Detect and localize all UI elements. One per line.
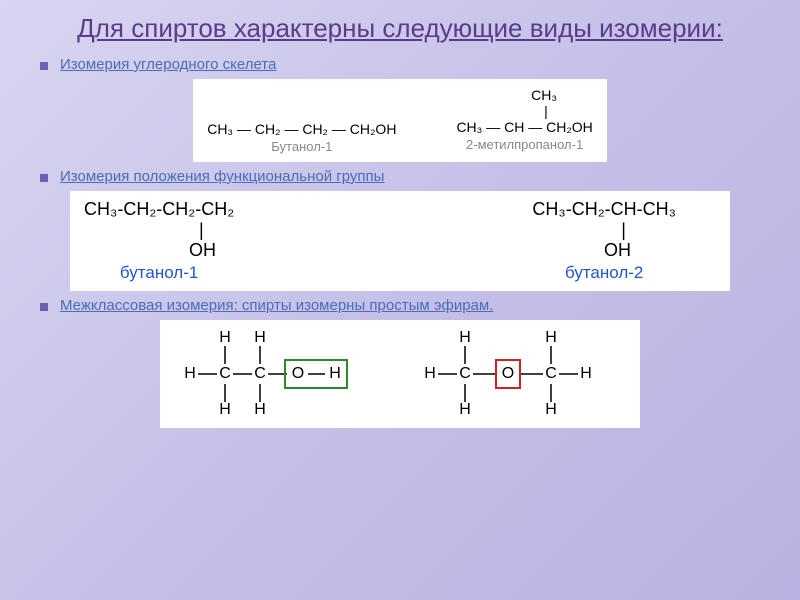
formula: CH₃ — CH — CH₂OH bbox=[456, 119, 592, 135]
chem-block-interclass: H C C O H H H H H H C O C H H H H H bbox=[160, 320, 640, 428]
svg-text:O: O bbox=[292, 365, 304, 382]
svg-text:H: H bbox=[545, 329, 557, 346]
svg-text:H: H bbox=[254, 329, 266, 346]
molecule-butanol1-b: CH₃-CH₂-CH₂-CH₂ | OH бутанол-1 bbox=[84, 199, 234, 283]
molecule-methylpropanol: CH₃ | CH₃ — CH — CH₂OH 2-метилпропанол-1 bbox=[456, 87, 592, 152]
subtitle-interclass: Межклассовая изомерия: спирты изомерны п… bbox=[60, 297, 493, 314]
dimethylether-structure: H C O C H H H H H bbox=[410, 324, 630, 424]
formula: CH₃-CH₂-CH-CH₃ bbox=[532, 199, 676, 220]
svg-text:H: H bbox=[580, 365, 592, 382]
svg-text:C: C bbox=[545, 365, 557, 382]
subtitle-skeleton: Изомерия углеродного скелета bbox=[60, 56, 276, 73]
bullet-position: Изомерия положения функциональной группы bbox=[40, 168, 760, 185]
formula: OH bbox=[584, 240, 676, 261]
svg-text:H: H bbox=[459, 329, 471, 346]
formula: | bbox=[456, 103, 592, 119]
mol-name: бутанол-1 bbox=[84, 263, 234, 283]
chem-block-position: CH₃-CH₂-CH₂-CH₂ | OH бутанол-1 CH₃-CH₂-C… bbox=[70, 191, 730, 291]
formula: | bbox=[84, 220, 234, 241]
formula: CH₃-CH₂-CH₂-CH₂ bbox=[84, 199, 234, 220]
svg-text:H: H bbox=[254, 401, 266, 418]
bullet-icon bbox=[40, 303, 48, 311]
svg-text:H: H bbox=[459, 401, 471, 418]
mol-name: Бутанол-1 bbox=[207, 139, 396, 154]
svg-text:C: C bbox=[459, 365, 471, 382]
title-text: Для спиртов характерны следующие виды из… bbox=[77, 13, 723, 43]
svg-text:H: H bbox=[424, 365, 436, 382]
bullet-icon bbox=[40, 62, 48, 70]
mol-name: 2-метилпропанол-1 bbox=[456, 137, 592, 152]
formula: CH₃ — CH₂ — CH₂ — CH₂OH bbox=[207, 121, 396, 137]
svg-text:C: C bbox=[219, 365, 231, 382]
molecule-butanol2: CH₃-CH₂-CH-CH₃ | OH бутанол-2 bbox=[532, 199, 716, 283]
bullet-interclass: Межклассовая изомерия: спирты изомерны п… bbox=[40, 297, 760, 314]
slide-title: Для спиртов характерны следующие виды из… bbox=[40, 12, 760, 46]
svg-text:H: H bbox=[184, 365, 196, 382]
chem-block-skeleton: CH₃ — CH₂ — CH₂ — CH₂OH Бутанол-1 CH₃ | … bbox=[193, 79, 607, 162]
mol-name: бутанол-2 bbox=[565, 263, 643, 283]
svg-text:H: H bbox=[329, 365, 341, 382]
formula: CH₃ bbox=[456, 87, 592, 103]
bullet-icon bbox=[40, 174, 48, 182]
svg-text:H: H bbox=[219, 329, 231, 346]
ethanol-structure: H C C O H H H H H bbox=[170, 324, 380, 424]
svg-text:O: O bbox=[502, 365, 514, 382]
svg-text:H: H bbox=[219, 401, 231, 418]
subtitle-position: Изомерия положения функциональной группы bbox=[60, 168, 384, 185]
svg-text:C: C bbox=[254, 365, 266, 382]
bullet-skeleton: Изомерия углеродного скелета bbox=[40, 56, 760, 73]
formula: OH bbox=[84, 240, 234, 261]
svg-text:H: H bbox=[545, 401, 557, 418]
molecule-butanol1-a: CH₃ — CH₂ — CH₂ — CH₂OH Бутанол-1 bbox=[207, 87, 396, 154]
formula: | bbox=[596, 220, 676, 241]
